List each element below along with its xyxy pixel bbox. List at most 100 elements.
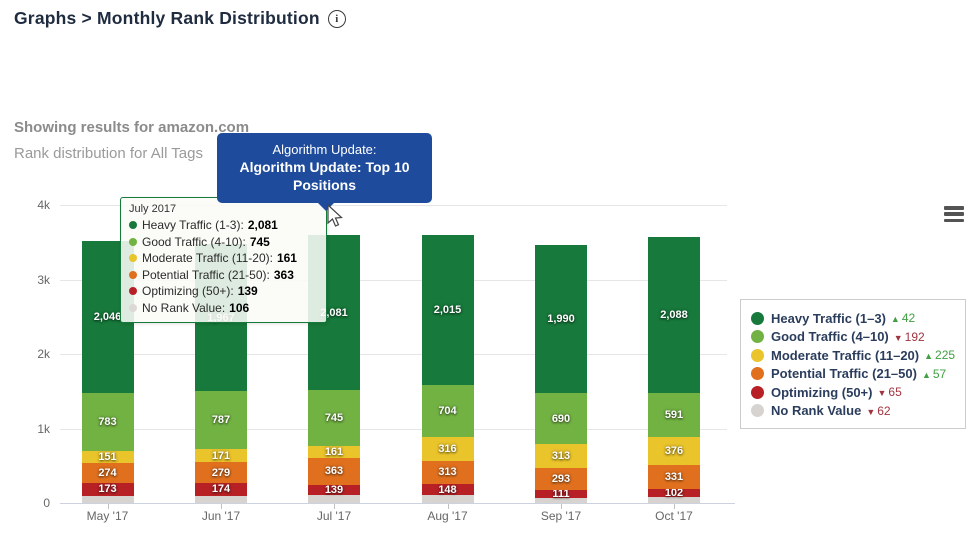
bar-segment-5-May17[interactable]: 173 [81, 483, 134, 496]
info-icon[interactable]: i [327, 9, 346, 28]
bar-segment-6-Jul17[interactable] [308, 495, 360, 503]
tooltip-color-dot [129, 303, 137, 312]
bar-segment-5-Oct17[interactable]: 102 [648, 487, 700, 499]
bar-value-label: 148 [438, 483, 457, 496]
bar-value-label: 783 [98, 416, 117, 429]
bar-value-label: 313 [551, 450, 571, 463]
bar-segment-2-May17[interactable]: 783 [81, 393, 134, 452]
bar-segment-3-Sep17[interactable]: 313 [535, 444, 587, 468]
bar-segment-6-Oct17[interactable] [648, 497, 700, 503]
up-arrow-icon: ▲ [924, 351, 934, 362]
bar-value-label: 279 [211, 466, 231, 479]
tooltip-value: 139 [237, 284, 258, 298]
bar-value-label: 331 [664, 471, 684, 484]
legend-change-value: ▼ 65 [877, 385, 902, 400]
bar-segment-4-Jun17[interactable]: 279 [195, 462, 247, 483]
bar-value-label: 274 [98, 466, 117, 479]
bar-segment-4-Sep17[interactable]: 293 [535, 467, 587, 490]
legend-color-dot [751, 367, 764, 381]
gridline [60, 279, 727, 281]
tooltip-value: 745 [249, 234, 270, 249]
bar-value-label: 2,088 [660, 308, 688, 321]
legend-change-value: ▲ 225 [924, 348, 956, 363]
bar-segment-5-Jul17[interactable]: 139 [308, 484, 360, 496]
tooltip-value: 2,081 [247, 218, 278, 232]
bar-value-label: 591 [664, 408, 684, 421]
legend-item-good-traffic-4-10-[interactable]: Good Traffic (4–10) ▼ 192 [751, 328, 955, 347]
legend-item-moderate-traffic-11-20-[interactable]: Moderate Traffic (11–20) ▲ 225 [751, 346, 955, 365]
bar-segment-5-Jun17[interactable]: 174 [195, 482, 247, 496]
bar-segment-4-Aug17[interactable]: 313 [421, 460, 474, 485]
bar-value-label: 293 [551, 472, 571, 485]
tooltip-row: No Rank Value: 106 [129, 300, 318, 317]
bar-segment-1-Oct17[interactable]: 2,088 [648, 237, 700, 393]
chart-tooltip: July 2017 Heavy Traffic (1-3): 2,081 Good … [120, 197, 327, 323]
chart-context-menu-icon[interactable] [944, 206, 964, 222]
x-axis-tick [221, 504, 222, 509]
bar-segment-2-Sep17[interactable]: 690 [535, 392, 587, 445]
bar-segment-4-Oct17[interactable]: 331 [648, 464, 700, 490]
annotation-line2: Algorithm Update: Top 10 Positions [239, 159, 410, 193]
legend-label: Moderate Traffic (11–20) [771, 347, 920, 363]
legend-label: Good Traffic (4–10) [771, 329, 889, 345]
bar-value-label: 161 [324, 445, 344, 458]
bar-segment-2-Jul17[interactable]: 745 [308, 390, 360, 446]
bar-segment-3-Aug17[interactable]: 316 [421, 437, 474, 461]
legend-label: Optimizing (50+) [771, 384, 873, 400]
down-arrow-icon: ▼ [893, 332, 903, 343]
tooltip-row: Heavy Traffic (1-3): 2,081 [129, 217, 318, 234]
bar-segment-6-Sep17[interactable] [535, 497, 587, 503]
tooltip-row: Moderate Traffic (11-20): 161 [129, 250, 318, 267]
bar-value-label: 2,081 [320, 306, 348, 319]
tooltip-label: Heavy Traffic (1-3): [142, 218, 244, 232]
bar-segment-3-Oct17[interactable]: 376 [648, 436, 700, 465]
bar-value-label: 1,990 [547, 312, 575, 325]
bar-segment-6-May17[interactable] [81, 495, 134, 503]
bar-segment-5-Sep17[interactable]: 111 [535, 488, 587, 500]
bar-segment-4-Jul17[interactable]: 363 [308, 457, 360, 485]
y-axis-tick-label: 3k [37, 272, 50, 287]
legend-item-no-rank-value[interactable]: No Rank Value ▼ 62 [751, 402, 955, 421]
tooltip-value: 363 [273, 267, 294, 282]
legend-item-optimizing-50-[interactable]: Optimizing (50+) ▼ 65 [751, 383, 955, 402]
tooltip-label: Optimizing (50+): [142, 284, 234, 298]
bar-segment-1-Aug17[interactable]: 2,015 [421, 234, 474, 385]
up-arrow-icon: ▲ [921, 369, 931, 380]
bar-value-label: 787 [211, 414, 231, 427]
x-axis-tick-label: Jul '17 [316, 509, 352, 523]
legend-label: Potential Traffic (21–50) [771, 366, 917, 382]
x-axis-tick-label: Sep '17 [540, 509, 582, 523]
algorithm-update-annotation[interactable]: Algorithm Update: Algorithm Update: Top … [217, 133, 432, 211]
bar-segment-6-Jun17[interactable] [195, 495, 247, 503]
x-axis-tick [561, 504, 562, 509]
bar-segment-3-Jun17[interactable]: 171 [195, 449, 247, 463]
tooltip-rows: Heavy Traffic (1-3): 2,081 Good Traffic (4… [129, 217, 318, 316]
bar-segment-2-Aug17[interactable]: 704 [421, 384, 474, 438]
y-axis-tick-label: 4k [37, 198, 50, 212]
bar-value-label: 2,046 [93, 310, 122, 323]
annotation-line1: Algorithm Update: [272, 142, 377, 157]
bar-segment-3-May17[interactable]: 151 [81, 451, 134, 463]
bar-segment-2-Oct17[interactable]: 591 [648, 392, 700, 437]
legend-color-dot [751, 330, 764, 344]
bar-segment-3-Jul17[interactable]: 161 [308, 446, 360, 458]
bar-segment-5-Aug17[interactable]: 148 [421, 483, 474, 496]
bar-segment-6-Aug17[interactable] [421, 495, 474, 503]
tooltip-title: July 2017 [129, 203, 177, 215]
bar-value-label: 376 [664, 444, 684, 457]
x-axis-tick [107, 504, 109, 509]
bar-value-label: 316 [438, 443, 457, 456]
bar-segment-1-Sep17[interactable]: 1,990 [535, 244, 587, 393]
legend-change-value: ▼ 192 [893, 329, 925, 344]
legend-item-heavy-traffic-1-3-[interactable]: Heavy Traffic (1–3) ▲ 42 [751, 309, 955, 328]
legend-item-potential-traffic-21-50-[interactable]: Potential Traffic (21–50) ▲ 57 [751, 365, 955, 384]
y-axis-tick-label: 0 [43, 496, 50, 510]
tooltip-row: Optimizing (50+): 139 [129, 283, 318, 300]
tooltip-color-dot [129, 254, 137, 263]
up-arrow-icon: ▲ [890, 314, 900, 325]
bar-segment-4-May17[interactable]: 274 [81, 462, 134, 484]
legend-change-value: ▼ 62 [866, 403, 891, 418]
bar-segment-2-Jun17[interactable]: 787 [195, 390, 247, 450]
